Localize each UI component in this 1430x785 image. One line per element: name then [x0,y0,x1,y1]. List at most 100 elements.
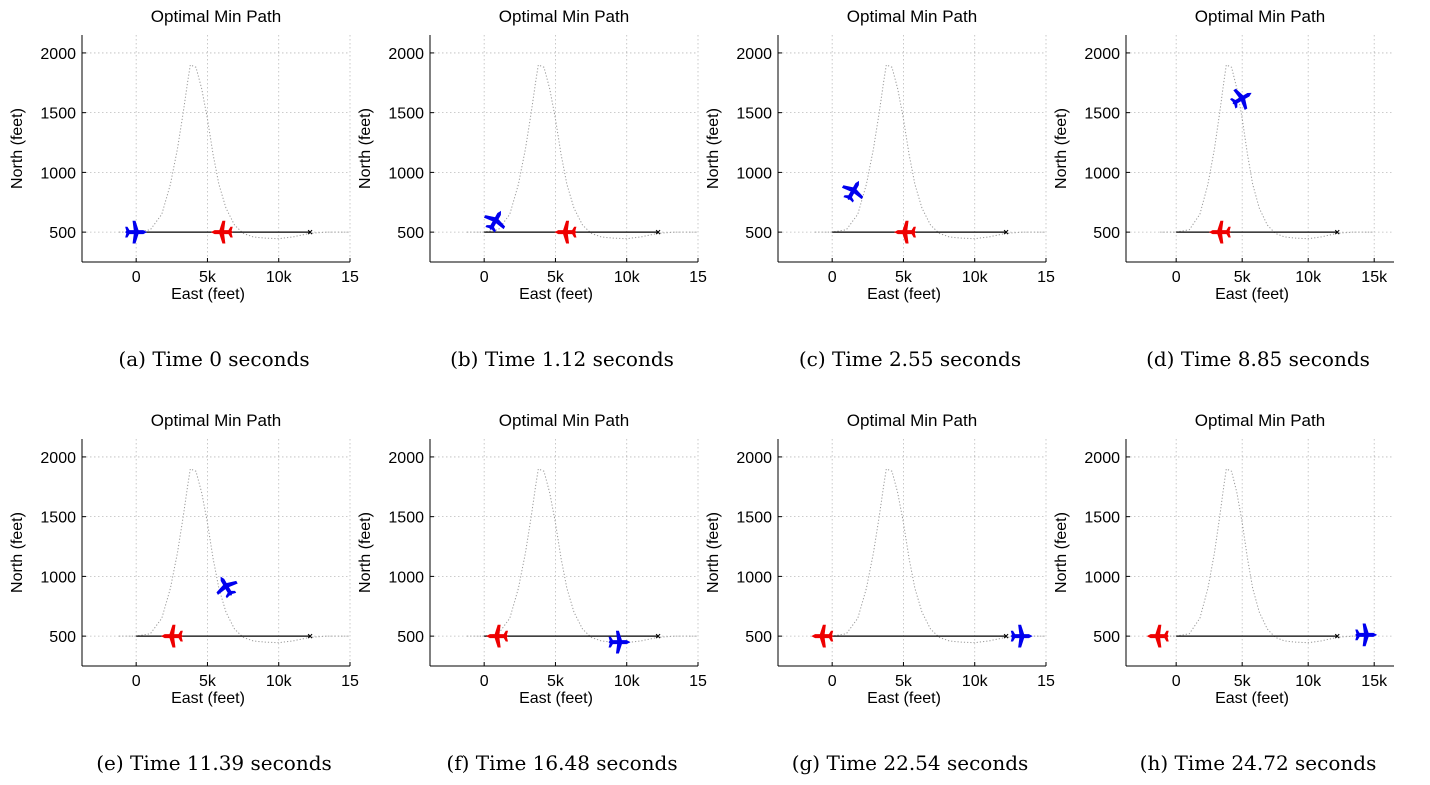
optimal-path-line [119,64,350,240]
panel-caption-label: (f) [446,751,469,775]
x-tick-label: 10k [1295,673,1322,690]
blue-aircraft [1229,88,1252,110]
x-tick-label: 10k [266,269,293,286]
panel-caption-label: (b) [450,347,478,371]
path-end-marker [1003,229,1009,235]
y-axis-label: North (feet) [705,108,722,189]
y-tick-label: 1500 [1084,106,1120,123]
x-tick-label: 10k [962,673,989,690]
blue-aircraft [483,210,506,233]
x-axis-label: East (feet) [519,690,593,707]
x-tick-label: 5k [1234,673,1252,690]
x-axis-label: East (feet) [171,690,245,707]
plot-area [815,64,1046,244]
blue-aircraft [1355,623,1378,647]
aircraft-icon [125,220,148,244]
panel-h: Optimal Min Path 0 5k 10k 15k 500 1000 1500 2000… [1053,411,1394,775]
aircraft-icon [554,220,577,244]
x-tick-label: 15k [1361,269,1388,286]
y-axis-label: North (feet) [357,512,374,593]
panel-caption-text: Time 16.48 seconds [476,751,678,775]
y-tick-label: 1000 [40,165,76,182]
panel-caption-text: Time 8.85 seconds [1181,347,1370,371]
aircraft-icon [210,220,233,244]
path-end-marker [655,229,661,235]
x-tick-label: 0 [1172,269,1181,286]
red-aircraft [811,624,834,648]
y-tick-label: 2000 [736,450,772,467]
aircraft-icon [1355,623,1378,647]
panel-caption-label: (e) [96,751,123,775]
y-tick-label: 1500 [388,510,424,527]
optimal-path-line [815,468,1046,644]
plot-area [119,64,350,244]
y-tick-label: 2000 [1084,450,1120,467]
x-tick-label: 0 [1172,673,1181,690]
panel-c: Optimal Min Path 0 5k 10k 15 500 1000 1500 2000 E… [705,7,1055,371]
y-tick-label: 500 [49,225,76,242]
panel-caption-text: Time 24.72 seconds [1175,751,1377,775]
panel-caption: (b) Time 1.12 seconds [450,347,674,371]
panel-caption: (c) Time 2.55 seconds [799,347,1021,371]
x-tick-label: 15 [689,673,707,690]
x-tick-label: 15 [341,673,359,690]
x-tick-label: 0 [828,673,837,690]
y-tick-label: 500 [49,629,76,646]
panel-caption-label: (h) [1140,751,1169,775]
y-tick-label: 1000 [736,165,772,182]
aircraft-icon [1146,624,1169,648]
y-tick-label: 500 [1093,629,1120,646]
blue-aircraft [125,220,148,244]
panel-caption-label: (c) [799,347,826,371]
panel-caption: (h) Time 24.72 seconds [1140,751,1377,775]
x-tick-label: 0 [480,673,489,690]
y-tick-label: 1000 [1084,165,1120,182]
y-axis-label: North (feet) [9,512,26,593]
y-tick-label: 2000 [388,46,424,63]
panel-caption: (e) Time 11.39 seconds [96,751,332,775]
y-tick-label: 2000 [40,46,76,63]
red-aircraft [1208,220,1231,244]
x-axis-label: East (feet) [171,286,245,303]
chart-title: Optimal Min Path [847,411,977,430]
y-tick-label: 1500 [1084,510,1120,527]
aircraft-icon [811,624,834,648]
blue-aircraft [608,630,631,654]
path-end-marker [1334,229,1340,235]
panel-caption-label: (g) [792,751,820,775]
x-tick-label: 0 [132,269,141,286]
x-tick-label: 0 [480,269,489,286]
x-axis-label: East (feet) [1215,690,1289,707]
panel-caption: (a) Time 0 seconds [118,347,309,371]
aircraft-icon [1010,624,1033,648]
y-tick-label: 2000 [736,46,772,63]
optimal-path-line [1160,64,1375,240]
x-tick-label: 15 [1037,269,1055,286]
x-tick-label: 10k [266,673,293,690]
x-tick-label: 15k [1361,673,1388,690]
panel-d: Optimal Min Path 0 5k 10k 15k 500 1000 1500 2000… [1053,7,1394,371]
plot-area [1160,64,1375,244]
x-tick-label: 10k [614,673,641,690]
aircraft-icon [841,180,864,203]
panel-caption-text: Time 0 seconds [152,347,309,371]
y-tick-label: 500 [397,225,424,242]
optimal-path-line [467,468,698,644]
aircraft-icon [608,630,631,654]
y-tick-label: 2000 [388,450,424,467]
x-tick-label: 10k [1295,269,1322,286]
y-axis-label: North (feet) [357,108,374,189]
y-tick-label: 500 [745,629,772,646]
red-aircraft [486,624,509,648]
x-axis-label: East (feet) [519,286,593,303]
x-tick-label: 10k [614,269,641,286]
panel-caption: (f) Time 16.48 seconds [446,751,677,775]
aircraft-icon [216,576,238,599]
y-tick-label: 1500 [736,106,772,123]
x-axis-label: East (feet) [867,286,941,303]
red-aircraft [210,220,233,244]
path-end-marker [655,633,661,639]
plot-area [467,64,698,244]
x-tick-label: 5k [1234,269,1252,286]
x-tick-label: 0 [132,673,141,690]
